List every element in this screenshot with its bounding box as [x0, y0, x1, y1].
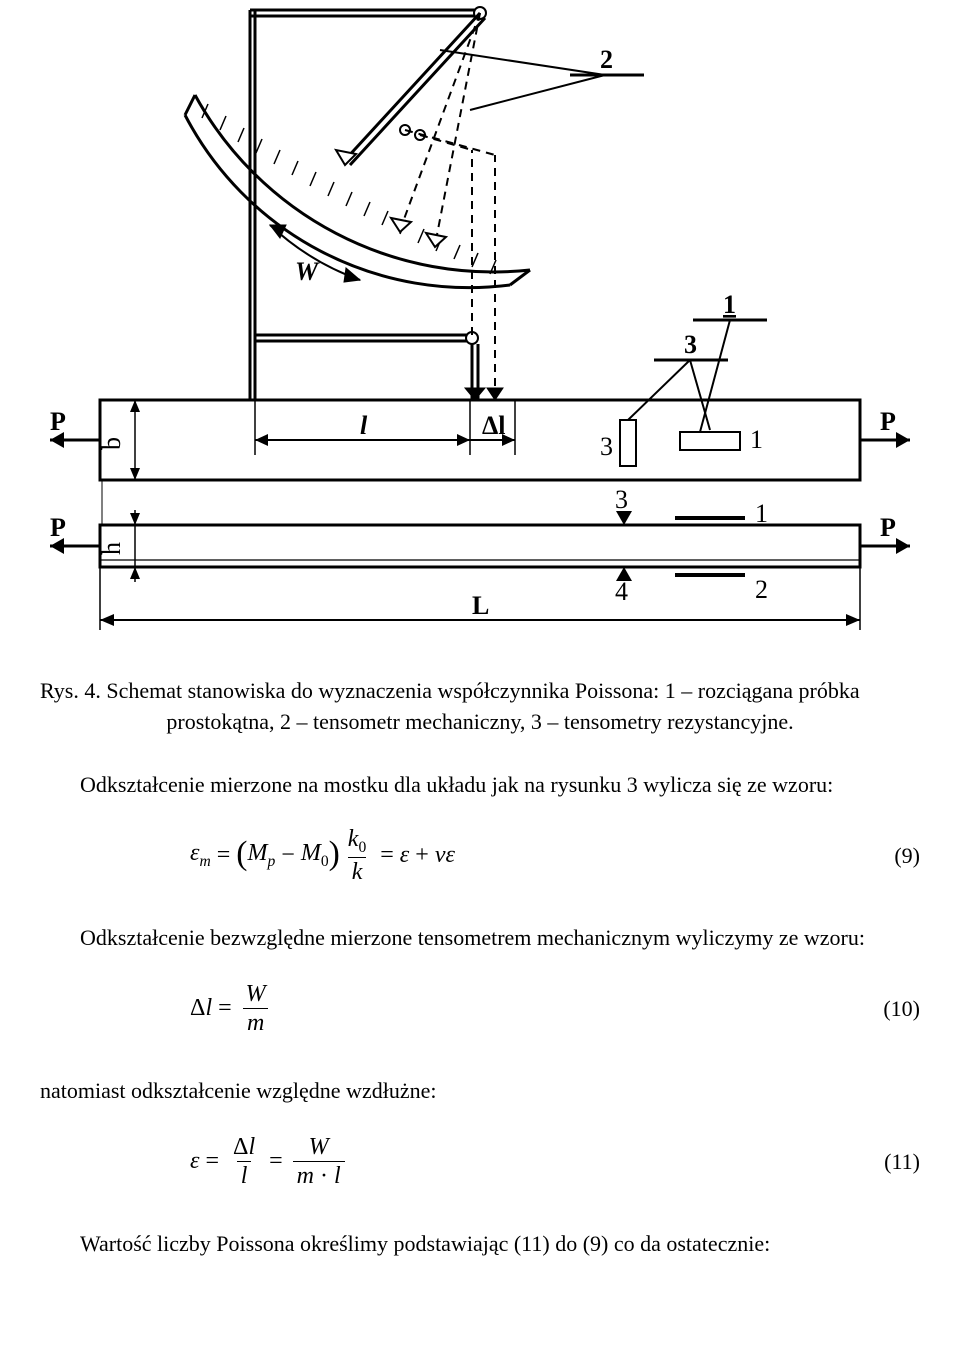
eq11-number: (11) — [860, 1149, 920, 1175]
caption-line2: prostokątna, 2 – tensometr mechaniczny, … — [40, 707, 920, 738]
label-gauge3: 3 — [600, 432, 613, 461]
force-P-left-top: P — [50, 407, 100, 448]
dim-l: l — [255, 400, 470, 455]
label-callout-3: 3 — [684, 330, 697, 359]
para-2: Odkształcenie bezwzględne mierzone tenso… — [40, 921, 920, 954]
tensometer-mech: W — [185, 7, 530, 400]
callout-2: 2 — [440, 45, 644, 110]
side-gauges: 3 1 4 2 — [615, 485, 768, 606]
para-1: Odkształcenie mierzone na mostku dla ukł… — [40, 768, 920, 801]
label-L: L — [472, 591, 489, 620]
label-n2-side: 2 — [755, 575, 768, 604]
eq9-k0k: k0 k — [344, 826, 370, 885]
label-h: h — [97, 542, 126, 555]
eq9-body: εm = ( Mp − M0 ) k0 k = ε + vε — [40, 826, 860, 885]
force-P-right-top: P — [860, 407, 910, 448]
para-3: natomiast odkształcenie względne wzdłużn… — [40, 1074, 920, 1107]
label-W: W — [295, 257, 320, 286]
figure-caption: Rys. 4. Schemat stanowiska do wyznaczeni… — [40, 676, 920, 738]
force-P-left-bottom: P — [50, 513, 100, 554]
label-dl: Δl — [482, 411, 506, 440]
equation-11: ε = Δl l = W m · l (11) — [40, 1132, 920, 1192]
eq11-body: ε = Δl l = W m · l — [40, 1134, 860, 1190]
label-P-bl: P — [50, 513, 66, 542]
gauge-1-rect — [680, 432, 740, 450]
eq11-frac2: W m · l — [293, 1134, 345, 1190]
para-4: Wartość liczby Poissona określimy podsta… — [40, 1227, 920, 1260]
dim-dl: Δl — [470, 400, 515, 455]
label-gauge1: 1 — [750, 425, 763, 454]
eq10-number: (10) — [860, 996, 920, 1022]
eq9-Mp: Mp — [247, 840, 275, 871]
label-P-tr: P — [880, 407, 896, 436]
eq10-body: Δl = W m — [40, 981, 860, 1037]
eq9-epsm: εm — [190, 840, 211, 871]
label-callout-1: 1 — [723, 290, 736, 319]
eq10-frac: W m — [242, 981, 270, 1037]
label-n1-side: 1 — [755, 499, 768, 528]
eq9-M0: M0 — [301, 840, 329, 871]
eq9-number: (9) — [860, 843, 920, 869]
gauge-3-rect — [620, 420, 636, 466]
force-P-right-bottom: P — [860, 513, 910, 554]
label-P-br: P — [880, 513, 896, 542]
dim-h: h — [97, 510, 140, 582]
equation-9: εm = ( Mp − M0 ) k0 k = ε + vε (9) — [40, 826, 920, 886]
label-l: l — [360, 411, 368, 440]
label-n4-side: 4 — [615, 577, 628, 606]
label-P-tl: P — [50, 407, 66, 436]
eq11-frac1: Δl l — [229, 1134, 259, 1190]
label-b: b — [97, 437, 126, 450]
figure-diagram: P P b 3 1 1 3 — [40, 0, 920, 640]
dim-L: L — [100, 567, 860, 630]
label-callout-2: 2 — [600, 45, 613, 74]
dim-b: b — [97, 400, 140, 480]
equation-10: Δl = W m (10) — [40, 979, 920, 1039]
specimen-bottom — [100, 525, 860, 567]
label-n3-side: 3 — [615, 485, 628, 514]
caption-line1: Rys. 4. Schemat stanowiska do wyznaczeni… — [40, 678, 860, 703]
